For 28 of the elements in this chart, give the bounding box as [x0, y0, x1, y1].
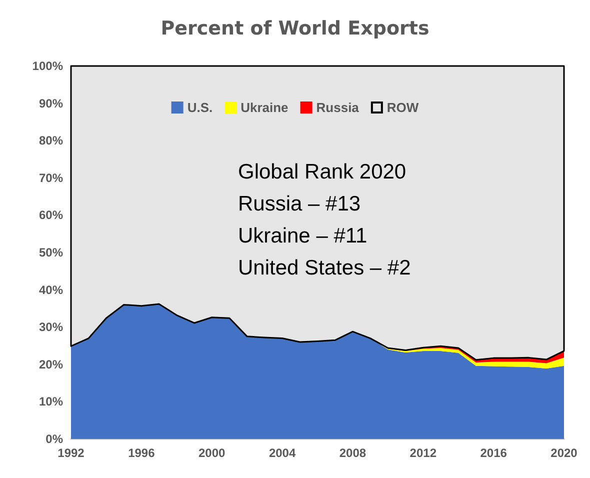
y-tick-label: 60% [38, 208, 64, 222]
y-tick-label: 0% [46, 432, 64, 446]
legend-label: Russia [316, 100, 360, 115]
x-tick-label: 2012 [410, 446, 437, 460]
annotation: United States – #2 [238, 256, 411, 280]
x-tick-label: 2000 [198, 446, 226, 460]
y-tick-label: 90% [38, 96, 64, 110]
annotation: Global Rank 2020 [238, 160, 406, 184]
y-tick-label: 30% [38, 320, 64, 334]
y-tick-label: 100% [32, 59, 64, 73]
y-tick-label: 20% [38, 357, 64, 372]
legend-label: U.S. [187, 100, 213, 115]
x-tick-label: 2016 [480, 446, 508, 460]
x-tick-label: 2004 [268, 446, 296, 460]
legend-label: ROW [386, 100, 420, 115]
y-tick-label: 40% [38, 282, 64, 297]
annotation: Russia – #13 [238, 192, 361, 216]
y-tick-label: 70% [38, 170, 64, 185]
x-tick-label: 1996 [128, 446, 156, 460]
x-tick-label: 1992 [58, 446, 85, 460]
y-tick-label: 50% [38, 246, 64, 260]
chart-title: Percent of World Exports [160, 18, 430, 40]
x-tick-label: 2020 [550, 446, 578, 460]
x-tick-label: 2008 [339, 446, 366, 460]
legend-label: Ukraine [240, 100, 288, 115]
y-tick-label: 80% [38, 134, 64, 148]
annotation: Ukraine – #11 [238, 224, 368, 248]
y-tick-label: 10% [38, 394, 64, 409]
